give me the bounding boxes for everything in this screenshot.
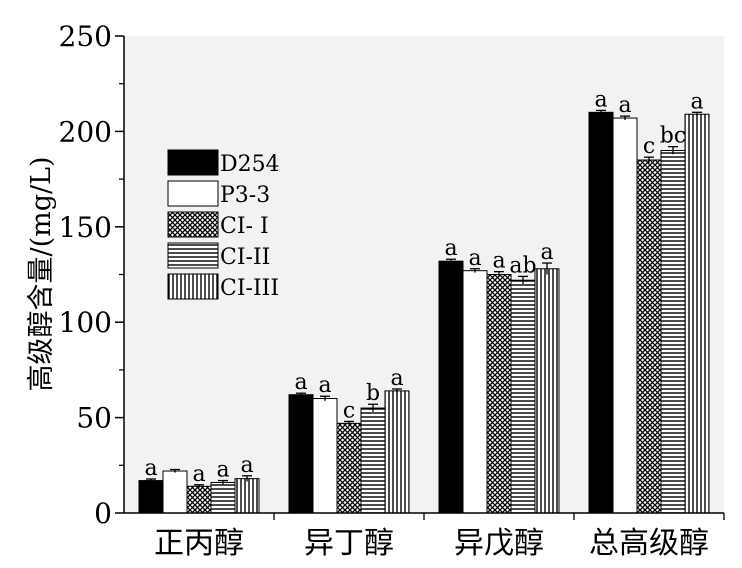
significance-label: a xyxy=(192,462,205,487)
bar xyxy=(684,113,710,514)
x-category-label: 异戊醇 xyxy=(454,526,544,561)
significance-label: a xyxy=(594,87,607,112)
legend-label: P3-3 xyxy=(220,183,270,208)
significance-label: bc xyxy=(660,124,686,149)
legend-swatch xyxy=(167,149,219,176)
bar xyxy=(162,470,188,514)
x-category-label: 异丁醇 xyxy=(304,526,394,561)
significance-label: a xyxy=(492,249,505,274)
x-category-label: 正丙醇 xyxy=(154,526,244,561)
bar xyxy=(486,274,512,514)
significance-label: a xyxy=(216,458,229,483)
bar xyxy=(588,111,614,514)
significance-label: c xyxy=(343,398,355,423)
bar xyxy=(138,480,164,514)
error-bars-layer xyxy=(146,109,702,488)
bar xyxy=(462,270,488,514)
legend: D254 P3-3 CI- I CI-II CI-III xyxy=(167,149,280,301)
bar xyxy=(660,149,686,514)
bar xyxy=(186,485,212,514)
legend-swatch xyxy=(167,273,219,300)
y-ticks-layer: 0 50 100 150 200 250 xyxy=(59,20,124,530)
bar xyxy=(438,260,464,514)
bar xyxy=(288,394,314,514)
legend-swatch xyxy=(167,211,219,238)
legend-label: CI-II xyxy=(220,245,270,270)
y-tick-label: 100 xyxy=(59,306,112,339)
y-tick-label: 250 xyxy=(59,20,112,53)
significance-label: a xyxy=(468,246,481,271)
bar xyxy=(336,422,362,514)
y-tick-label: 200 xyxy=(59,115,112,148)
bar xyxy=(510,279,536,514)
legend-swatch xyxy=(167,242,219,269)
y-axis-label: 高级醇含量/(mg/L) xyxy=(26,156,57,391)
significance-label: ab xyxy=(509,253,536,278)
y-tick-label: 50 xyxy=(76,402,112,435)
y-tick-label: 0 xyxy=(94,497,112,530)
bar xyxy=(534,268,560,514)
significance-label: a xyxy=(390,366,403,391)
y-tick-label: 150 xyxy=(59,211,112,244)
legend-label: CI- I xyxy=(220,214,269,239)
significance-label: a xyxy=(240,453,253,478)
x-ticks-layer: 正丙醇 异丁醇 异戊醇 总高级醇 xyxy=(154,513,725,561)
legend-swatch xyxy=(167,180,219,207)
bar xyxy=(612,117,638,514)
bar xyxy=(210,481,236,514)
bars-layer xyxy=(138,111,710,514)
significance-label: a xyxy=(618,93,631,118)
bar xyxy=(360,407,386,514)
legend-label: CI-III xyxy=(220,276,279,301)
significance-label: b xyxy=(366,381,380,406)
significance-label: a xyxy=(540,240,553,265)
significance-label: a xyxy=(444,236,457,261)
significance-label: a xyxy=(144,456,157,481)
significance-label: a xyxy=(294,370,307,395)
significance-label: c xyxy=(643,134,655,159)
bar xyxy=(636,159,662,514)
bar xyxy=(234,478,260,514)
legend-label: D254 xyxy=(220,152,280,177)
significance-label: a xyxy=(318,373,331,398)
x-category-label: 总高级醇 xyxy=(589,526,709,561)
bar xyxy=(312,398,338,514)
bar xyxy=(384,390,410,514)
significance-label: a xyxy=(690,89,703,114)
